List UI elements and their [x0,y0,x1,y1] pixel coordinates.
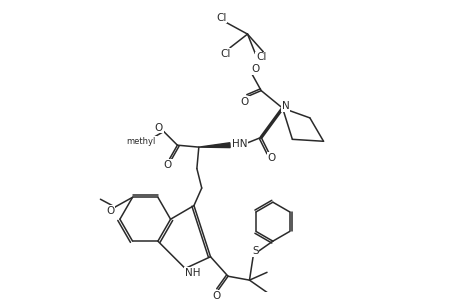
Polygon shape [198,143,230,148]
Text: NH: NH [185,268,200,278]
Text: S: S [252,246,258,256]
Text: O: O [251,64,259,74]
Text: O: O [212,291,220,300]
Text: O: O [154,123,162,133]
Text: O: O [240,97,248,107]
Text: HN: HN [231,139,247,149]
Text: O: O [267,153,275,163]
Text: O: O [106,206,114,216]
Text: Cl: Cl [219,49,230,58]
Text: N: N [281,101,289,111]
Text: Cl: Cl [216,13,226,22]
Text: Cl: Cl [256,52,266,62]
Text: O: O [163,160,171,170]
Text: methyl: methyl [126,137,156,146]
